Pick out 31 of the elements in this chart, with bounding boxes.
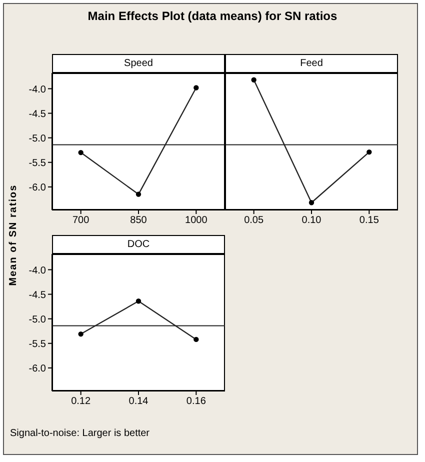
y-tick-label: -5.5 bbox=[28, 158, 46, 169]
y-tick-label: -4.0 bbox=[28, 84, 46, 96]
y-tick-label: -5.0 bbox=[28, 314, 46, 326]
y-tick-label: -6.0 bbox=[28, 182, 46, 194]
x-tick-label: 0.16 bbox=[186, 396, 206, 408]
y-tick-label: -6.0 bbox=[28, 363, 46, 374]
point bbox=[194, 336, 199, 342]
chart-subtitle: DOC bbox=[52, 235, 225, 254]
point bbox=[136, 192, 142, 197]
y-tick-label: -5.0 bbox=[28, 133, 46, 144]
x-tick-label: 0.12 bbox=[71, 396, 91, 408]
point bbox=[78, 150, 84, 156]
y-tick-label: -5.5 bbox=[28, 338, 46, 350]
point bbox=[78, 331, 84, 337]
point bbox=[136, 298, 142, 304]
x-tick-label: 0.14 bbox=[128, 396, 149, 408]
y-tick-label: -4.0 bbox=[28, 265, 46, 276]
y-tick-label: -4.5 bbox=[28, 290, 46, 301]
chart-subtitle: Feed bbox=[225, 54, 398, 73]
y-axis-title: Mean of SN ratios bbox=[7, 183, 20, 288]
point bbox=[194, 85, 199, 90]
x-tick-label: 700 bbox=[72, 215, 90, 226]
x-tick-label: 0.10 bbox=[302, 215, 322, 226]
chart-title: Main Effects Plot (data means) for SN ratios bbox=[86, 9, 338, 23]
y-tick-label: -4.5 bbox=[28, 108, 46, 120]
x-tick-label: 0.05 bbox=[244, 215, 264, 226]
chart-subtitle: Speed bbox=[52, 54, 225, 73]
text: Signal-to-noise: Larger is better bbox=[10, 428, 150, 439]
x-tick-label: 0.15 bbox=[359, 215, 380, 226]
x-tick-label: 1000 bbox=[185, 215, 208, 226]
x-tick-label: 850 bbox=[130, 215, 148, 226]
